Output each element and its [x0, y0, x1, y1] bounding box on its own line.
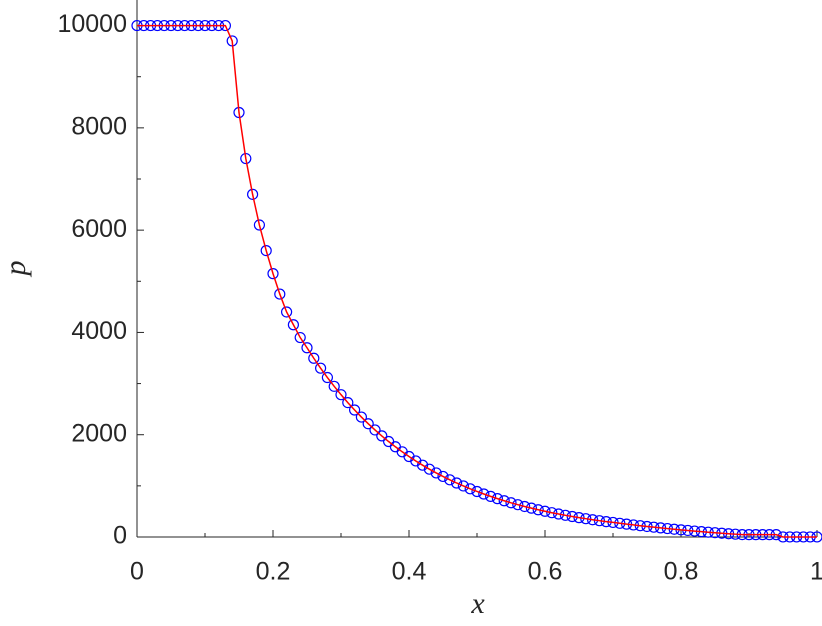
data-point [423, 463, 435, 475]
data-point [437, 470, 449, 483]
data-point [287, 319, 299, 331]
data-point [315, 362, 327, 374]
data-point [260, 245, 272, 257]
x-tick-label: 0.8 [664, 558, 699, 586]
data-point [281, 306, 293, 318]
data-point [573, 512, 585, 524]
data-point [335, 389, 347, 401]
data-point [267, 268, 279, 280]
data-point [321, 371, 333, 384]
data-point [294, 331, 306, 344]
data-point [328, 380, 340, 392]
data-point [451, 477, 463, 489]
x-tick-label: 0.2 [256, 558, 291, 586]
y-tick-label: 10000 [57, 10, 127, 38]
y-axis-label: p [0, 261, 32, 278]
data-point [566, 510, 578, 523]
x-axis-label: x [470, 587, 485, 620]
x-tick-label: 0.6 [528, 558, 563, 586]
x-tick-label: 1 [810, 558, 822, 586]
data-point [247, 188, 259, 200]
data-point [552, 508, 565, 520]
data-point [362, 418, 374, 430]
line [137, 24, 817, 538]
x-tick-label: 0.4 [392, 558, 427, 586]
data-point [301, 342, 313, 354]
data-point [491, 493, 503, 505]
data-point [539, 505, 551, 517]
data-point [478, 488, 490, 500]
data-point [253, 219, 265, 231]
x-tick-label: 0 [130, 558, 144, 586]
data-point [417, 459, 429, 471]
y-tick-label: 6000 [71, 215, 127, 243]
y-tick-label: 4000 [71, 317, 127, 345]
data-point [532, 504, 544, 516]
data-point [505, 497, 517, 509]
data-point [525, 502, 538, 514]
data-point [308, 352, 320, 364]
data-point [546, 507, 558, 519]
data-point [471, 485, 483, 498]
data-point [485, 490, 497, 502]
data-point [457, 480, 469, 492]
data-point [512, 499, 524, 511]
data-point [349, 404, 361, 416]
data-point [444, 474, 456, 486]
y-tick-label: 8000 [71, 112, 127, 140]
data-point [498, 495, 510, 507]
data-point [274, 288, 286, 300]
data-point [376, 430, 388, 442]
data-point [464, 483, 476, 495]
y-tick-label: 2000 [71, 419, 127, 447]
data-point [559, 509, 572, 521]
data-point [518, 500, 531, 513]
data-point [369, 424, 381, 436]
y-tick-label: 0 [113, 522, 127, 550]
data-point [430, 467, 442, 479]
data-point [342, 396, 354, 409]
data-point [355, 411, 367, 423]
